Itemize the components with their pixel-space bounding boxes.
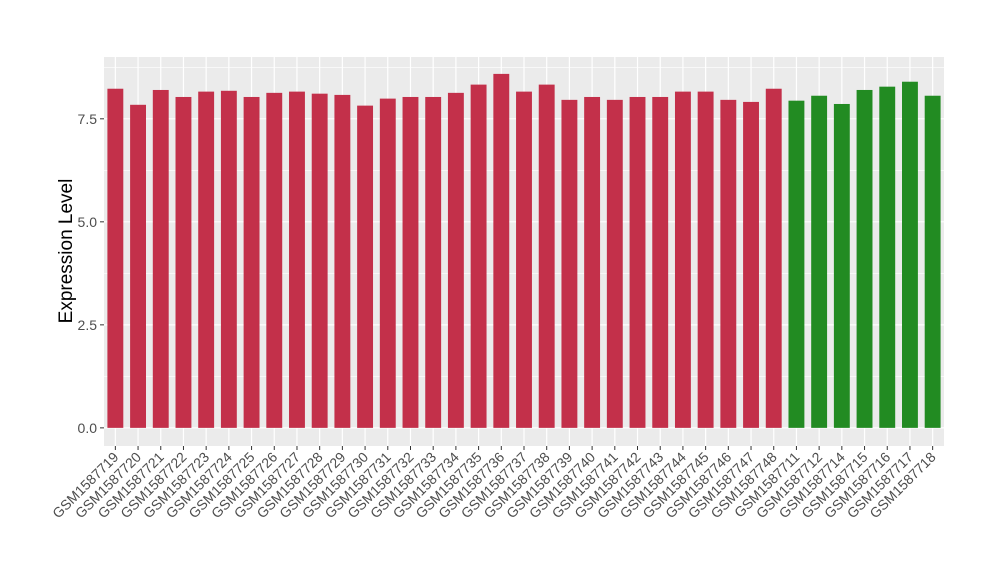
y-tick-label: 2.5 [78, 317, 98, 333]
bar-GSM1587736 [493, 73, 510, 428]
bar-GSM1587712 [811, 95, 828, 428]
bar-GSM1587724 [220, 90, 237, 428]
bar-GSM1587711 [788, 100, 805, 428]
bar-GSM1587743 [652, 96, 669, 428]
bar-GSM1587738 [538, 84, 555, 428]
bar-GSM1587735 [470, 84, 487, 428]
y-tick-label: 5.0 [78, 214, 98, 230]
bar-GSM1587715 [856, 89, 873, 428]
bar-GSM1587718 [924, 95, 941, 428]
bar-GSM1587737 [516, 91, 532, 428]
bar-GSM1587745 [697, 91, 714, 428]
bar-GSM1587732 [402, 96, 419, 428]
bar-GSM1587716 [879, 86, 896, 428]
x-axis: GSM1587719GSM1587720GSM1587721GSM1587722… [49, 446, 939, 521]
bar-GSM1587731 [379, 98, 396, 428]
bar-GSM1587729 [334, 94, 351, 428]
bar-GSM1587740 [584, 96, 601, 428]
bar-GSM1587742 [629, 96, 646, 428]
bar-GSM1587730 [357, 105, 374, 428]
bar-GSM1587727 [289, 91, 305, 428]
bars [107, 73, 941, 428]
bar-GSM1587728 [311, 93, 328, 428]
y-axis: 0.0 2.5 5.0 7.5 [78, 111, 104, 436]
bar-GSM1587720 [130, 104, 146, 428]
bar-GSM1587748 [765, 88, 782, 428]
bar-GSM1587714 [833, 103, 850, 428]
bar-GSM1587723 [198, 91, 215, 428]
bar-GSM1587741 [606, 99, 623, 428]
bar-GSM1587726 [266, 92, 283, 428]
bar-GSM1587722 [175, 96, 192, 428]
bar-GSM1587725 [243, 96, 260, 428]
y-axis-label: Expression Level [56, 179, 77, 324]
bar-GSM1587739 [561, 99, 578, 428]
y-tick-label: 0.0 [78, 420, 98, 436]
bar-GSM1587717 [902, 81, 918, 428]
y-tick-label: 7.5 [78, 111, 98, 127]
bar-GSM1587746 [720, 99, 737, 428]
bar-GSM1587719 [107, 88, 124, 428]
bar-GSM1587744 [674, 91, 691, 428]
bar-GSM1587733 [425, 96, 442, 428]
bar-GSM1587747 [743, 101, 759, 428]
bar-GSM1587721 [152, 89, 169, 428]
bar-GSM1587734 [447, 92, 464, 428]
